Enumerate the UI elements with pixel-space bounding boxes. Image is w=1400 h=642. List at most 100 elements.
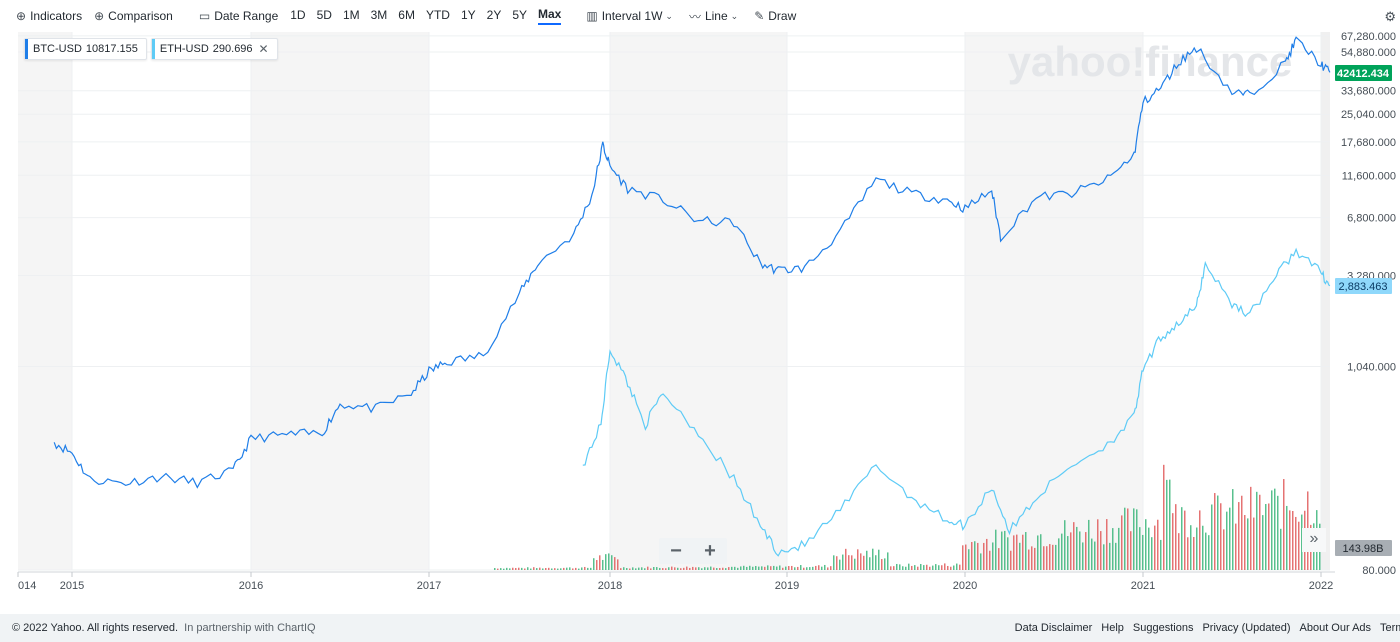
- volume-bar: [911, 565, 913, 570]
- volume-bar: [1175, 504, 1177, 570]
- volume-bar: [1130, 531, 1132, 570]
- volume-bar: [1100, 531, 1102, 570]
- range-6m[interactable]: 6M: [398, 8, 415, 22]
- footer-link[interactable]: About Our Ads: [1299, 622, 1372, 634]
- date-range-button[interactable]: ▭ Date Range: [199, 9, 278, 23]
- range-ytd[interactable]: YTD: [425, 8, 450, 22]
- volume-bar: [953, 565, 955, 570]
- y-tick-label: 54,880.000: [1341, 47, 1396, 59]
- volume-bar: [584, 566, 586, 570]
- volume-bar: [1157, 519, 1159, 570]
- price-chart[interactable]: yahoo!finance 67,280.000 54,880.000 33,680.…: [0, 0, 1400, 614]
- volume-bar: [1016, 534, 1018, 570]
- volume-bar: [1142, 534, 1144, 570]
- volume-bar: [746, 566, 748, 570]
- volume-bar: [1298, 521, 1300, 570]
- range-3m[interactable]: 3M: [370, 8, 388, 22]
- footer-link[interactable]: Privacy (Updated): [1202, 622, 1291, 634]
- volume-bar: [779, 565, 781, 570]
- range-2y[interactable]: 2Y: [486, 8, 502, 22]
- volume-bar: [1241, 495, 1243, 570]
- range-1y[interactable]: 1Y: [460, 8, 476, 22]
- close-icon[interactable]: ✕: [258, 42, 269, 56]
- volume-bar: [1061, 533, 1063, 570]
- legend-color-bar: [151, 39, 155, 59]
- volume-bar: [1178, 533, 1180, 570]
- volume-bar: [1085, 532, 1087, 570]
- footer-link[interactable]: Terms: [1380, 622, 1400, 634]
- volume-bar: [1076, 526, 1078, 570]
- volume-bar: [785, 566, 787, 570]
- volume-bar: [524, 568, 526, 570]
- footer-link[interactable]: Data Disclaimer: [1014, 622, 1093, 634]
- volume-bar: [770, 566, 772, 570]
- volume-bar: [647, 566, 649, 570]
- comparison-button[interactable]: ⊕ Comparison: [94, 9, 173, 23]
- current-value-badge: [1335, 65, 1392, 81]
- current-band: [1321, 32, 1330, 570]
- volume-bar: [1115, 542, 1117, 570]
- volume-bar: [818, 565, 820, 570]
- volume-bar: [920, 563, 922, 570]
- legend-color-bar: [25, 39, 28, 59]
- volume-bar: [1121, 515, 1123, 570]
- volume-bar: [701, 568, 703, 570]
- volume-bar: [1040, 534, 1042, 570]
- range-1d[interactable]: 1D: [290, 8, 306, 22]
- volume-bar: [1265, 504, 1267, 570]
- legend-btc[interactable]: BTC-USD 10817.155: [24, 38, 147, 60]
- volume-bar: [1127, 508, 1129, 570]
- volume-bar: [1223, 529, 1225, 570]
- draw-label: Draw: [768, 9, 797, 23]
- volume-bar: [1001, 531, 1003, 570]
- plus-circle-icon: ⊕: [16, 9, 27, 23]
- draw-button[interactable]: ✎ Draw: [754, 9, 796, 23]
- volume-bar: [560, 568, 562, 570]
- volume-bar: [1088, 519, 1090, 570]
- zoom-out-button[interactable]: −: [670, 540, 682, 562]
- volume-bar: [809, 567, 811, 570]
- volume-bar: [674, 567, 676, 570]
- volume-bar: [821, 566, 823, 570]
- range-max[interactable]: Max: [538, 7, 562, 25]
- current-value-badge: [1335, 540, 1392, 556]
- expand-icon[interactable]: »: [1302, 528, 1326, 552]
- volume-bar: [1043, 546, 1045, 570]
- gear-icon[interactable]: ⚙: [1384, 9, 1396, 24]
- volume-bar: [626, 568, 628, 570]
- volume-bar: [1187, 537, 1189, 570]
- volume-bar: [1286, 505, 1288, 570]
- volume-bar: [662, 568, 664, 570]
- footer-link[interactable]: Suggestions: [1132, 622, 1194, 634]
- volume-bar: [1031, 546, 1033, 570]
- footer-link[interactable]: Help: [1101, 622, 1124, 634]
- volume-bar: [836, 556, 838, 570]
- volume-bar: [1229, 507, 1231, 570]
- volume-bar: [878, 549, 880, 570]
- indicators-button[interactable]: ⊕ Indicators: [16, 9, 82, 23]
- volume-bar: [1058, 538, 1060, 570]
- volume-bar: [572, 568, 574, 570]
- legend-eth[interactable]: ETH-USD 290.696 ✕: [150, 38, 278, 60]
- volume-bar: [1289, 510, 1291, 570]
- volume-bar: [1199, 510, 1201, 570]
- volume-bar: [773, 565, 775, 570]
- volume-bar: [1067, 536, 1069, 570]
- range-5d[interactable]: 5D: [316, 8, 332, 22]
- interval-button[interactable]: ▥ Interval 1W ⌄: [586, 9, 677, 23]
- zoom-in-button[interactable]: +: [704, 540, 716, 562]
- volume-bar: [680, 568, 682, 570]
- volume-bar: [1244, 515, 1246, 570]
- volume-bar: [599, 555, 601, 570]
- volume-bar: [731, 566, 733, 570]
- volume-bar: [587, 567, 589, 570]
- chevron-down-icon: ⌄: [730, 10, 739, 21]
- range-5y[interactable]: 5Y: [512, 8, 528, 22]
- range-1m[interactable]: 1M: [342, 8, 360, 22]
- volume-bar: [1301, 514, 1303, 570]
- volume-bar: [695, 567, 697, 570]
- indicators-label: Indicators: [30, 9, 83, 23]
- volume-bar: [1136, 509, 1138, 570]
- volume-bar: [713, 567, 715, 570]
- chart-type-button[interactable]: 〰 Line ⌄: [689, 8, 742, 25]
